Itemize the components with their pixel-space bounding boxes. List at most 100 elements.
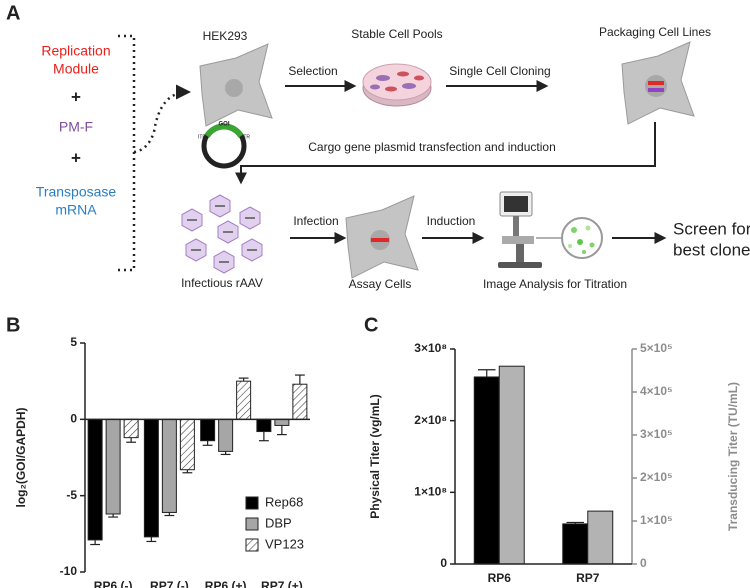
- bar: [498, 365, 525, 565]
- magnifier: [536, 217, 603, 259]
- error-bar: [238, 377, 249, 382]
- plasmid-label: ITR: [198, 134, 206, 140]
- step-label: Single Cell Cloning: [449, 64, 550, 78]
- y2-tick-label: 4×10⁵: [640, 384, 673, 398]
- input-label: Transposase: [36, 184, 117, 200]
- panel-a: A Replication Module + PM-F + Transposas…: [6, 2, 750, 291]
- input-label: PM-F: [59, 119, 93, 135]
- y2-tick-label: 3×10⁵: [640, 427, 673, 441]
- step-label: Selection: [288, 64, 337, 78]
- bar: [473, 376, 500, 565]
- error-bar: [478, 369, 496, 377]
- error-bar: [164, 512, 175, 517]
- error-bar: [108, 513, 119, 518]
- step-label: Infection: [293, 214, 338, 228]
- error-bar: [220, 451, 231, 456]
- error-bar: [566, 521, 584, 524]
- step-label: Stable Cell Pools: [351, 27, 442, 41]
- y-tick-label: 1×10⁸: [414, 485, 447, 499]
- microscope-part: [516, 244, 524, 262]
- bar: [179, 418, 195, 471]
- y-axis-title: log₂(GOI/GAPDH): [14, 408, 28, 508]
- cell-dish-part: [397, 71, 409, 77]
- chart: B -10 -5 0 5 log₂(GOI/GAPDH) RP6 (-) RP7 (-) RP6…: [6, 314, 310, 588]
- error-bar: [276, 425, 287, 436]
- magnifier-part: [589, 242, 595, 248]
- cell-dish-part: [376, 75, 390, 81]
- step-label: HEK293: [203, 29, 248, 43]
- packaging-cell-part: [648, 88, 664, 92]
- magnifier-part: [585, 225, 591, 231]
- bar: [200, 418, 216, 442]
- error-bar: [90, 539, 101, 546]
- bracket: [118, 34, 191, 272]
- packaging-cell-part: [648, 81, 664, 85]
- input-label: Replication: [41, 43, 110, 59]
- panel-label: C: [364, 314, 378, 336]
- y-tick-label: 0: [440, 556, 447, 570]
- magnifier-part: [571, 227, 577, 233]
- legend-label: Rep68: [265, 494, 303, 509]
- virus-cluster-part: [239, 206, 261, 230]
- bar: [562, 523, 589, 565]
- bar: [256, 418, 272, 433]
- magnifier-part: [568, 244, 572, 248]
- packaging-cell-part: [645, 75, 667, 97]
- virus-cluster-part: [217, 220, 239, 244]
- cell-dish-part: [370, 84, 380, 90]
- microscope-part: [498, 262, 542, 268]
- legend-label: DBP: [265, 515, 292, 530]
- bar: [143, 418, 159, 538]
- x-tick-label: RP6 (+): [205, 579, 247, 588]
- microscope-part: [513, 216, 519, 236]
- plasmid-label: GOI: [218, 122, 229, 128]
- cell-dish-part: [385, 86, 397, 92]
- bar: [218, 418, 234, 452]
- bar: [123, 418, 139, 439]
- step-label: Image Analysis for Titration: [483, 277, 627, 291]
- y2-tick-label: 1×10⁵: [640, 513, 673, 527]
- error-bar: [294, 374, 305, 385]
- hek293-cell-part: [225, 79, 243, 97]
- legend-swatch: [245, 496, 259, 510]
- bracket-part: [118, 34, 136, 272]
- step-label: Cargo gene plasmid transfection and indu…: [308, 140, 556, 154]
- y-tick-label: -10: [60, 564, 78, 578]
- bar: [587, 510, 614, 565]
- cell-dish: [362, 63, 432, 107]
- microscope: [498, 191, 542, 268]
- x-tick-label: RP6: [488, 571, 512, 585]
- y2-axis-title: Transducing Titer (TU/mL): [726, 382, 740, 531]
- virus-cluster-part: [209, 194, 231, 218]
- x-tick-label: RP7: [576, 571, 600, 585]
- plasmid-label: ITR: [242, 134, 250, 140]
- bar: [161, 418, 177, 513]
- microscope-part: [502, 236, 534, 244]
- virus-cluster-part: [241, 238, 263, 262]
- virus-cluster: [181, 194, 263, 274]
- bar: [87, 418, 103, 541]
- y-axis-title: Physical Titer (vg/mL): [368, 394, 382, 518]
- virus-cluster-part: [181, 208, 203, 232]
- bar: [292, 383, 308, 420]
- error-bar: [126, 437, 137, 443]
- y-tick-label: -5: [66, 488, 77, 502]
- step-label: best clones: [673, 240, 750, 259]
- bar: [236, 380, 252, 420]
- step-label: Screen for: [673, 219, 750, 238]
- packaging-cell: [621, 41, 695, 125]
- y2-tick-label: 5×10⁵: [640, 341, 673, 355]
- step-label: Infectious rAAV: [181, 276, 263, 290]
- cell-dish-part: [402, 83, 416, 89]
- y-tick-label: 5: [70, 335, 77, 349]
- bar: [274, 418, 290, 426]
- y2-tick-label: 0: [640, 556, 647, 570]
- plasmid-part: [204, 123, 244, 138]
- error-bar: [202, 440, 213, 446]
- error-bar: [146, 536, 157, 543]
- cell-dish-part: [362, 63, 432, 101]
- arrow: [235, 122, 656, 185]
- y-tick-label: 3×10⁸: [414, 341, 447, 355]
- plus: +: [71, 87, 81, 106]
